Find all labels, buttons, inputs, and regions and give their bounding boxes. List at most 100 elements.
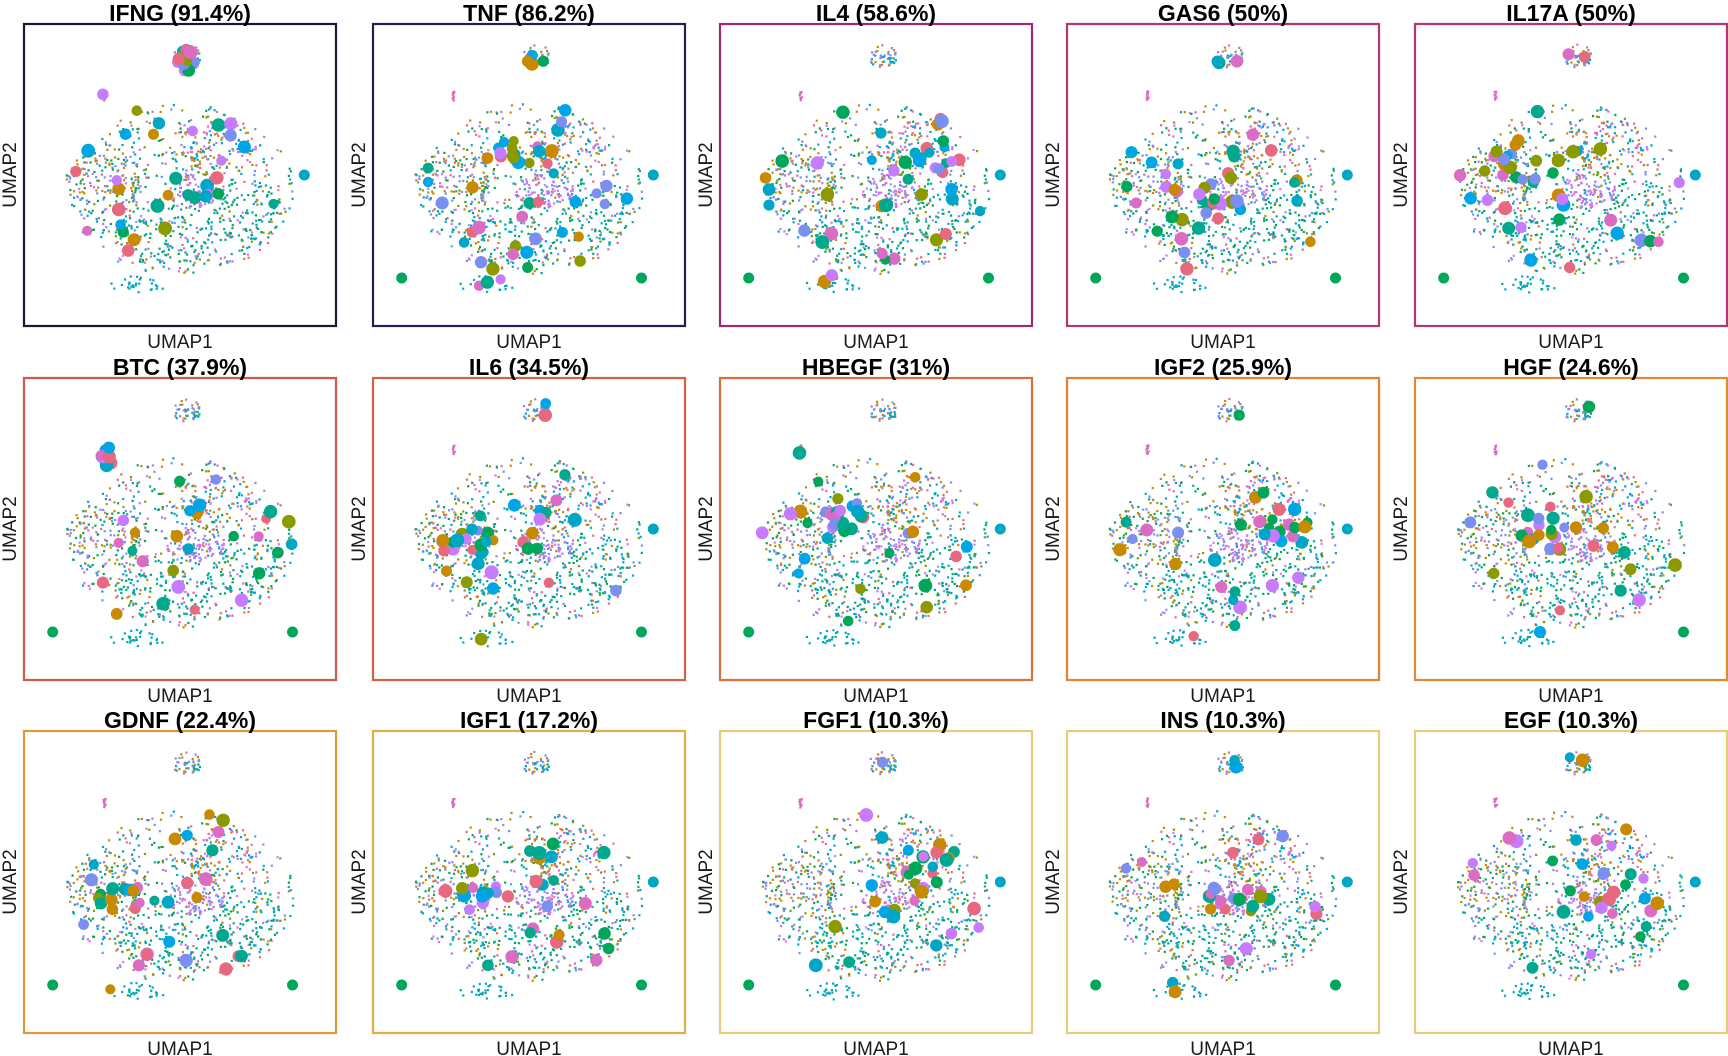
background-point: [186, 268, 189, 271]
background-point: [895, 160, 898, 163]
background-point: [828, 141, 832, 144]
background-point: [859, 183, 862, 186]
background-point: [592, 252, 595, 255]
background-point: [223, 228, 226, 231]
background-point: [916, 257, 919, 260]
background-point: [482, 171, 485, 174]
background-point: [882, 55, 886, 58]
background-point: [1279, 196, 1282, 199]
background-point: [897, 194, 900, 198]
background-point: [544, 142, 547, 145]
background-point: [206, 246, 209, 249]
background-point: [929, 130, 932, 134]
background-point: [1250, 146, 1253, 150]
background-point: [580, 178, 584, 181]
background-point: [175, 153, 178, 156]
background-point: [1115, 204, 1118, 207]
background-point: [1240, 163, 1243, 166]
background-point: [842, 258, 845, 261]
background-point: [1325, 221, 1329, 224]
background-point: [198, 258, 201, 261]
background-point: [590, 217, 593, 220]
background-point: [1125, 167, 1128, 170]
background-point: [926, 123, 929, 126]
background-point: [1260, 134, 1263, 138]
background-point: [135, 220, 138, 223]
background-point: [203, 241, 206, 244]
background-point: [496, 177, 499, 180]
background-point: [611, 161, 614, 164]
background-point: [451, 94, 455, 97]
highlighted-cell-point: [924, 147, 935, 158]
background-point: [194, 183, 197, 186]
background-point: [1226, 55, 1229, 59]
background-point: [1626, 187, 1630, 190]
background-point: [222, 133, 225, 136]
background-point: [1510, 189, 1513, 192]
background-point: [881, 44, 884, 47]
background-point: [544, 153, 547, 156]
background-point: [608, 230, 611, 234]
background-point: [800, 209, 803, 212]
background-point: [1168, 207, 1171, 210]
background-point: [886, 118, 889, 122]
background-point: [820, 129, 823, 132]
background-point: [481, 196, 484, 199]
background-point: [554, 196, 557, 199]
background-point: [1229, 238, 1232, 241]
background-point: [198, 160, 201, 163]
background-point: [1170, 223, 1173, 227]
background-point: [1294, 222, 1297, 225]
background-point: [175, 167, 178, 170]
background-point: [1244, 194, 1247, 197]
background-point: [459, 159, 462, 162]
background-point: [787, 173, 790, 176]
background-point: [125, 208, 128, 211]
background-point: [1240, 253, 1243, 257]
background-point: [210, 120, 213, 124]
background-point: [90, 212, 93, 215]
background-point: [1266, 126, 1269, 129]
background-point: [867, 247, 870, 250]
background-point: [415, 179, 418, 182]
background-point: [195, 141, 198, 144]
background-point: [147, 176, 150, 179]
background-point: [1144, 222, 1147, 225]
background-point: [1237, 183, 1240, 186]
background-point: [521, 180, 524, 183]
background-point: [1227, 269, 1230, 272]
background-point: [137, 291, 140, 294]
background-point: [831, 200, 834, 203]
x-axis-label: UMAP1: [147, 332, 212, 353]
background-point: [1302, 243, 1305, 246]
background-point: [857, 154, 860, 157]
background-point: [578, 153, 581, 156]
background-point: [76, 195, 79, 199]
background-point: [1551, 218, 1554, 221]
background-point: [469, 174, 472, 177]
background-point: [1487, 179, 1490, 182]
background-point: [602, 173, 605, 176]
background-point: [514, 194, 517, 197]
background-point: [1274, 261, 1277, 264]
background-point: [146, 163, 150, 166]
background-point: [184, 221, 187, 224]
background-point: [1223, 127, 1226, 130]
background-point: [1179, 130, 1182, 133]
background-point: [535, 268, 538, 271]
background-point: [587, 138, 590, 141]
background-point: [1201, 259, 1204, 262]
background-point: [1297, 148, 1300, 151]
background-point: [924, 217, 927, 220]
background-point: [267, 191, 270, 194]
background-point: [1220, 249, 1223, 252]
background-point: [1280, 148, 1283, 151]
background-point: [901, 196, 904, 199]
background-point: [1265, 135, 1268, 138]
background-point: [421, 189, 425, 192]
background-point: [1225, 191, 1228, 194]
background-point: [239, 214, 243, 218]
highlighted-cell-point: [875, 127, 887, 139]
background-point: [489, 110, 493, 113]
background-point: [254, 214, 257, 217]
